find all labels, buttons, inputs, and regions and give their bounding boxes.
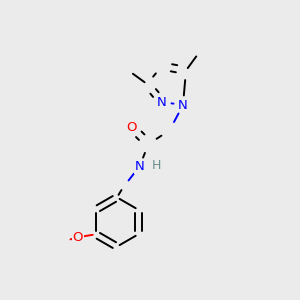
Text: H: H (151, 158, 161, 172)
Text: O: O (72, 231, 83, 244)
Text: N: N (178, 98, 188, 112)
Text: O: O (127, 121, 137, 134)
Text: N: N (157, 95, 167, 109)
Text: N: N (135, 160, 144, 173)
